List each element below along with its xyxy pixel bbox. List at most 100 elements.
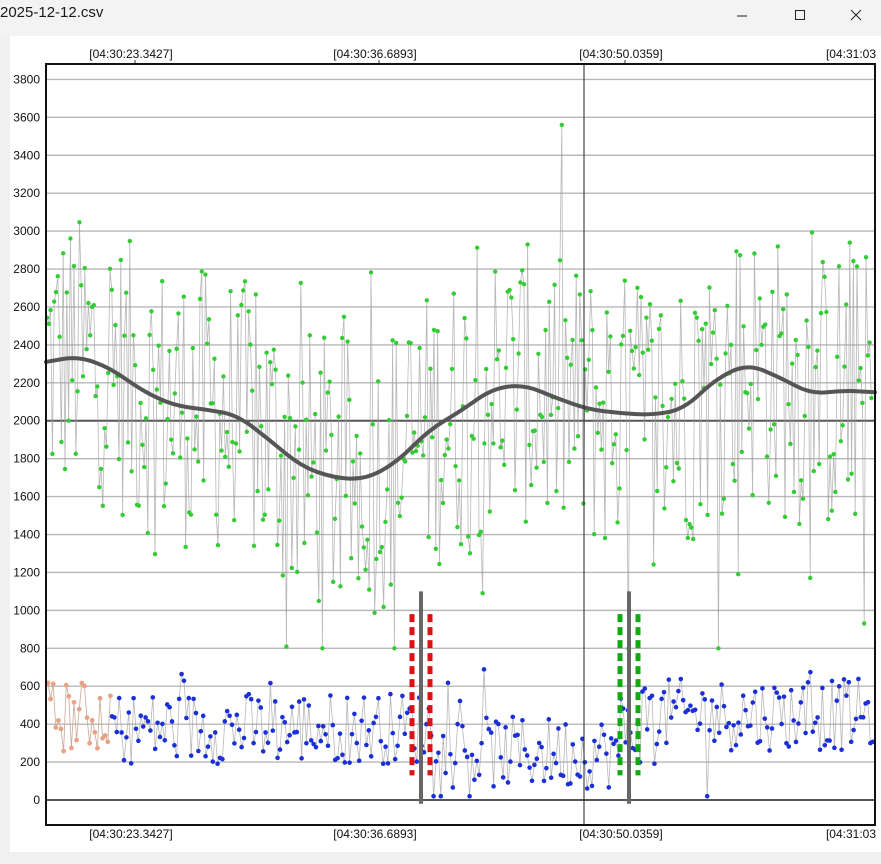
data-point-blue — [515, 732, 520, 738]
data-point-green — [356, 576, 361, 581]
data-point-green — [435, 328, 440, 334]
data-point-green — [219, 448, 224, 453]
data-point-green — [253, 292, 258, 297]
data-point-blue — [179, 671, 184, 677]
data-point-green — [797, 521, 802, 527]
data-point-blue — [181, 678, 187, 684]
data-point-blue — [560, 773, 566, 779]
data-point-green — [255, 488, 260, 494]
data-point-green — [685, 535, 690, 541]
data-point-green — [412, 430, 417, 435]
data-point-green — [379, 544, 384, 550]
data-point-green — [113, 322, 118, 328]
data-point-green — [188, 512, 194, 517]
data-point-green — [102, 426, 107, 431]
data-point-green — [448, 421, 453, 427]
data-point-blue — [268, 680, 273, 686]
data-point-green — [755, 396, 761, 402]
data-point-blue — [212, 730, 218, 735]
data-point-blue — [208, 734, 213, 739]
y-tick-label: 3800 — [13, 72, 40, 86]
data-point-green — [489, 401, 494, 407]
data-point-green — [451, 291, 456, 296]
data-point-green — [849, 471, 854, 476]
data-point-green — [844, 302, 849, 307]
data-point-green — [347, 397, 352, 403]
data-point-blue — [760, 686, 765, 691]
data-point-blue — [589, 783, 595, 789]
data-point-green — [286, 373, 291, 378]
data-point-green — [737, 252, 743, 258]
data-point-green — [637, 372, 642, 378]
data-point-blue — [832, 745, 837, 751]
data-point-green — [514, 407, 519, 412]
data-point-green — [248, 342, 253, 347]
data-point-green — [381, 604, 386, 610]
data-point-blue — [445, 680, 451, 686]
data-point-green — [192, 447, 197, 452]
data-point-blue — [685, 707, 691, 713]
data-point-green — [77, 220, 82, 225]
data-point-blue — [133, 726, 139, 732]
data-point-green — [728, 342, 734, 348]
data-point-blue — [222, 719, 228, 724]
data-point-blue — [822, 742, 828, 748]
data-point-green — [417, 345, 422, 351]
data-point-green — [53, 289, 59, 295]
data-point-green — [759, 342, 764, 348]
data-point-blue — [604, 751, 609, 756]
data-point-green — [116, 456, 122, 462]
data-point-blue — [404, 710, 410, 716]
data-point-blue — [841, 677, 847, 682]
data-point-blue — [829, 678, 835, 684]
data-point-green — [224, 429, 230, 435]
data-point-green — [413, 448, 419, 454]
data-point-blue — [522, 747, 528, 752]
data-point-salmon — [84, 715, 90, 721]
data-point-green — [340, 335, 345, 341]
data-point-green — [385, 487, 390, 492]
data-point-green — [262, 512, 267, 517]
data-point-green — [556, 405, 561, 411]
data-point-salmon — [92, 729, 98, 735]
data-point-green — [291, 475, 296, 481]
data-point-blue — [731, 722, 736, 728]
data-point-green — [795, 352, 800, 358]
data-point-green — [107, 266, 113, 272]
data-point-green — [152, 551, 158, 557]
data-point-green — [577, 292, 582, 297]
close-button[interactable] — [833, 0, 879, 30]
data-point-green — [464, 336, 469, 341]
data-point-green — [327, 379, 332, 384]
data-point-blue — [496, 721, 501, 727]
data-point-blue — [452, 760, 458, 766]
data-point-green — [323, 448, 329, 453]
window-title: 2025-12-12.csv — [0, 4, 104, 21]
minimize-button[interactable] — [719, 0, 765, 30]
data-point-blue — [443, 770, 448, 776]
data-point-green — [313, 411, 318, 417]
data-point-blue — [798, 700, 804, 705]
data-point-blue — [157, 734, 163, 740]
maximize-button[interactable] — [777, 0, 823, 30]
data-point-blue — [719, 682, 724, 687]
data-point-green — [521, 281, 527, 287]
data-point-green — [611, 442, 617, 447]
data-point-blue — [784, 741, 789, 746]
data-point-blue — [491, 784, 496, 789]
data-point-green — [660, 403, 665, 409]
data-point-green — [601, 400, 606, 405]
data-point-green — [336, 414, 341, 419]
data-point-green — [268, 359, 273, 365]
data-point-green — [46, 321, 51, 326]
y-tick-label: 2800 — [13, 262, 40, 276]
data-point-blue — [328, 693, 333, 698]
data-point-green — [719, 511, 725, 516]
data-point-green — [543, 327, 548, 333]
data-point-green — [647, 301, 653, 307]
minimize-icon — [737, 15, 747, 17]
data-point-green — [581, 501, 586, 506]
data-point-green — [862, 621, 867, 626]
data-point-green — [325, 390, 330, 395]
